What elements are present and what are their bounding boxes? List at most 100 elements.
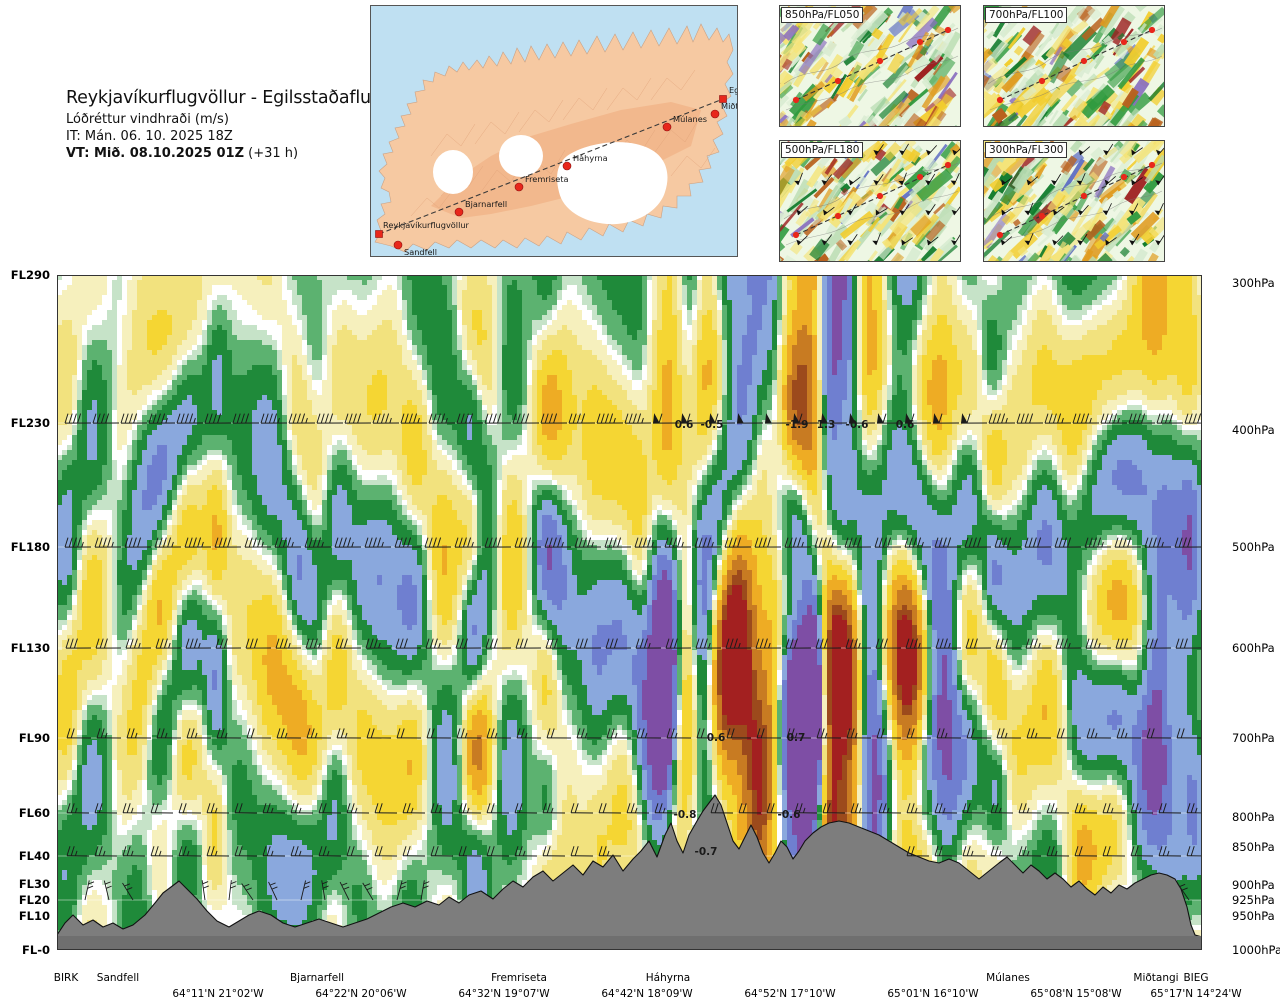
map-marker-5[interactable] (662, 122, 672, 132)
wind-barb-fl180 (1084, 537, 1112, 548)
wind-barb-fl230 (64, 413, 92, 424)
panel-contour-band (984, 190, 1004, 219)
wind-barb-fl90 (66, 728, 92, 739)
panel-contour-band (1088, 113, 1109, 126)
panel-wind-barb (1155, 173, 1164, 186)
init-time-label: IT: Mán. 06. 10. 2025 18Z (66, 129, 233, 144)
contour-value-label: 0.6 (674, 419, 694, 431)
wind-barb-fl60 (934, 803, 958, 814)
wind-barb-fl130 (185, 638, 212, 649)
wind-barb-fl230 (792, 413, 820, 424)
wind-barb-fl230 (316, 413, 344, 424)
panel-waypoint-0 (792, 96, 800, 104)
wind-barb-fl230 (624, 413, 652, 424)
wind-barb-fl130 (905, 638, 932, 649)
panel-coastline-2 (989, 190, 1163, 246)
map-marker-1[interactable] (393, 240, 403, 250)
panel-contour-band (791, 104, 823, 126)
panel-contour-band (840, 187, 849, 196)
wind-barb-fl60 (738, 803, 762, 814)
wind-barb-fl130 (965, 638, 992, 649)
map-marker-6[interactable] (710, 109, 720, 119)
wind-barb-fl130 (995, 638, 1022, 649)
panel-wind-barb (1077, 204, 1089, 216)
pressure-level-tick-600hPa: 600hPa (1232, 641, 1275, 655)
panel-coastline-2 (785, 55, 959, 111)
panel-waypoint-3 (916, 38, 924, 46)
panel-contour-band (1157, 33, 1164, 44)
pressure-level-tick-700hPa: 700hPa (1232, 731, 1275, 745)
wind-barb-surface (1177, 883, 1190, 901)
wind-barb-fl60 (1158, 803, 1182, 814)
panel-contour-band (1035, 59, 1047, 70)
panel-contour-band (858, 141, 884, 163)
wind-barb-fl130 (635, 638, 662, 649)
wind-barb-fl60 (374, 803, 398, 814)
station-coord-6: 65°08'N 15°08'W (1030, 988, 1122, 1000)
wind-barb-fl130 (725, 638, 752, 649)
panel-wind-barb (821, 174, 832, 186)
map-marker-4[interactable] (562, 161, 572, 171)
wind-barb-fl40 (374, 846, 398, 857)
panel-contour-band (1021, 96, 1050, 126)
flight-level-tick-FL20: FL20 (18, 893, 50, 907)
wind-barb-fl130 (215, 638, 242, 649)
panel-300hpa-fl300[interactable]: 300hPa/FL300 (983, 140, 1165, 262)
panel-contour-band (905, 118, 928, 126)
terrain-profile (57, 794, 1202, 950)
wind-barb-fl130 (335, 638, 362, 649)
pressure-level-tick-925hPa: 925hPa (1232, 893, 1275, 907)
panel-contour-band (1068, 98, 1088, 122)
route-map[interactable]: Reykjavíkurflugvöllur Sandfell Bjarnarfell… (370, 5, 738, 257)
panel-contour-band (1122, 113, 1147, 126)
map-marker-2[interactable] (454, 207, 464, 217)
panel-contour-band (989, 177, 1005, 193)
wind-barb-fl40 (430, 846, 454, 857)
panel-wind-barb (873, 174, 884, 186)
vertical-cross-section-plot[interactable] (57, 275, 1202, 950)
panel-wind-barb (849, 176, 861, 186)
wind-barb-surface (396, 880, 407, 901)
station-coord-3: 64°42'N 18°09'W (601, 988, 693, 1000)
panel-wind-barb (1104, 176, 1116, 186)
panel-contour-band (921, 78, 933, 90)
wind-barb-fl90 (666, 728, 692, 739)
wind-barb-fl130 (1175, 638, 1202, 649)
wind-barb-fl90 (696, 728, 722, 739)
wind-barb-fl90 (1146, 728, 1172, 739)
panel-label: 500hPa/FL180 (781, 142, 864, 159)
wind-barb-fl180 (184, 537, 212, 548)
panel-contour-band (922, 157, 936, 173)
panel-contour-band (1100, 6, 1125, 37)
wind-barb-fl40 (318, 846, 342, 857)
panel-contour-band (813, 176, 835, 199)
wind-barb-fl60 (458, 803, 482, 814)
panel-contour-band (789, 241, 803, 255)
panel-contour-band (857, 84, 867, 95)
panel-wind-barb (1131, 177, 1143, 186)
wind-barb-fl130 (95, 638, 122, 649)
panel-700hpa-fl100[interactable]: 700hPa/FL100 (983, 5, 1165, 127)
wind-barb-fl180 (1024, 537, 1052, 548)
wind-barb-fl180 (364, 537, 392, 548)
wind-barb-fl230 (568, 413, 596, 424)
panel-contour-band (1037, 230, 1056, 247)
parameter-label: Lóðréttur vindhraði (m/s) (66, 112, 229, 127)
map-marker-7[interactable] (719, 95, 727, 103)
station-label-5: Múlanes (986, 972, 1030, 984)
station-label-4: Háhyrna (645, 972, 691, 984)
panel-contour-band (1109, 141, 1136, 163)
panel-chart-1 (984, 6, 1164, 126)
station-coord-5: 65°01'N 16°10'W (887, 988, 979, 1000)
map-marker-3[interactable] (514, 182, 524, 192)
contour-value-label: -0.7 (694, 846, 718, 858)
wind-barb-fl40 (1018, 846, 1042, 857)
panel-850hpa-fl050[interactable]: 850hPa/FL050 (779, 5, 961, 127)
wind-barb-surface (228, 880, 237, 901)
panel-500hpa-fl180[interactable]: 500hPa/FL180 (779, 140, 961, 262)
map-marker-0[interactable] (375, 230, 383, 238)
panel-contour-band (798, 194, 816, 212)
wind-barb-fl40 (234, 846, 258, 857)
wind-barb-fl230 (372, 413, 400, 424)
panel-contour-band (910, 78, 920, 89)
